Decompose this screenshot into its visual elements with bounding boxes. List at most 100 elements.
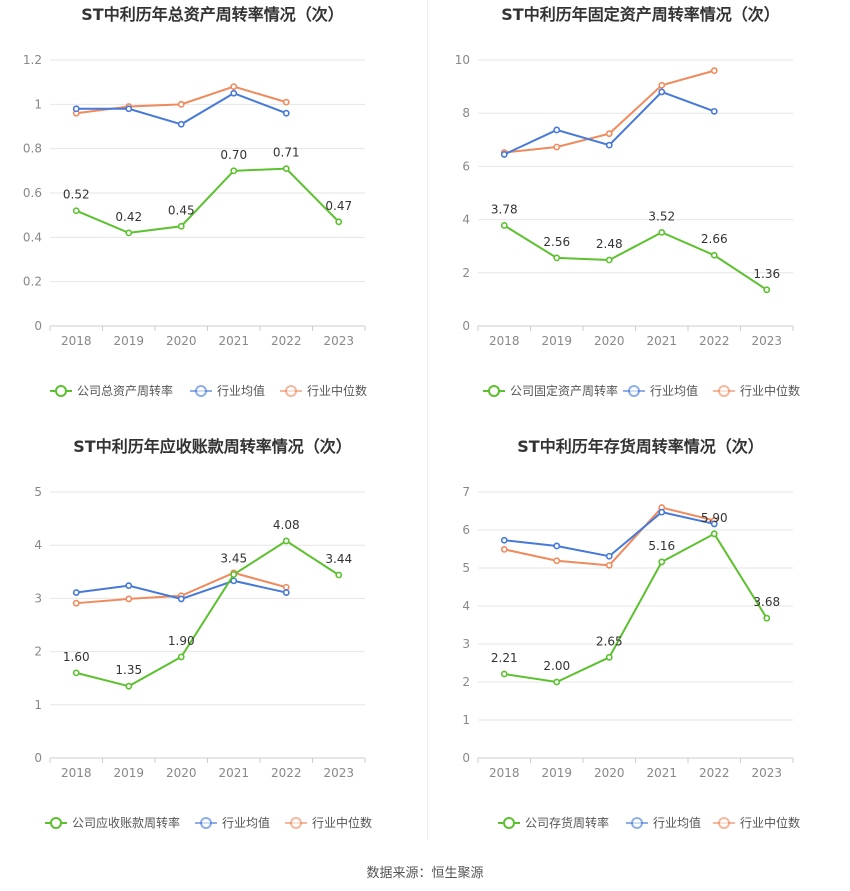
data-label: 2.00: [543, 659, 570, 673]
data-point-industry_median: [230, 83, 238, 90]
panel-divider: [427, 0, 428, 840]
data-source-note: 数据来源：恒生聚源: [366, 866, 484, 881]
y-tick-label: 5: [34, 485, 42, 499]
data-point-company: [658, 558, 666, 566]
x-tick-label: 2023: [751, 334, 782, 348]
data-point-company: [177, 653, 185, 661]
data-point-industry_avg: [658, 508, 666, 516]
data-point-company: [658, 228, 666, 236]
data-point-company: [230, 167, 238, 175]
legend-item-industry_median[interactable]: 行业中位数: [280, 383, 367, 398]
legend-label: 行业均值: [653, 815, 701, 830]
line-chart-svg: ST中利历年总资产周转率情况（次） 0 0.2 0.4 0.6 0.8 1 1.2 2018 20…: [23, 5, 367, 398]
data-point-industry_avg: [230, 577, 238, 585]
data-point-industry_avg: [282, 109, 290, 117]
legend-label: 行业均值: [650, 383, 698, 398]
chart-panel-receivables-turnover: ST中利历年应收账款周转率情况（次） 0 1 2 3 4 5 2018 2019 2020 2021…: [0, 432, 425, 862]
legend-swatch-marker: [55, 385, 67, 397]
legend-item-company[interactable]: 公司固定资产周转率: [483, 383, 618, 398]
data-point-industry_median: [553, 143, 561, 151]
data-label: 1.60: [63, 650, 90, 664]
series-line-industry_avg: [76, 92, 287, 126]
x-tick-label: 2021: [646, 766, 677, 780]
data-point-industry_avg: [710, 107, 718, 115]
data-point-industry_avg: [710, 520, 718, 528]
y-tick-label: 4: [462, 213, 470, 227]
data-point-company: [553, 254, 561, 262]
data-point-industry_median: [658, 81, 666, 89]
data-point-industry_median: [710, 67, 718, 75]
data-label: 1.35: [115, 663, 142, 677]
y-tick-label: 6: [462, 523, 470, 537]
y-tick-label: 3: [462, 637, 470, 651]
x-tick-label: 2023: [323, 766, 354, 780]
legend-label: 行业中位数: [312, 815, 372, 830]
legend-item-industry_avg[interactable]: 行业均值: [195, 815, 270, 830]
data-label: 1.90: [168, 634, 195, 648]
legend-swatch-marker: [285, 385, 297, 397]
y-tick-label: 2: [34, 645, 42, 659]
data-point-company: [500, 670, 508, 678]
line-chart-svg: ST中利历年存货周转率情况（次） 0 1 2 3 4 5 6 7 2018 2019 2020 2021…: [462, 437, 800, 830]
y-tick-label: 1.2: [23, 53, 42, 67]
data-label: 2.66: [701, 232, 728, 246]
chart-title: ST中利历年固定资产周转率情况（次）: [501, 5, 779, 24]
legend-item-company[interactable]: 公司应收账款周转率: [45, 815, 180, 830]
data-label: 2.56: [543, 235, 570, 249]
legend-label: 公司总资产周转率: [77, 383, 173, 398]
line-chart-svg: ST中利历年应收账款周转率情况（次） 0 1 2 3 4 5 2018 2019 2020 2021…: [34, 437, 372, 830]
y-tick-label: 4: [462, 599, 470, 613]
data-point-company: [335, 571, 343, 579]
y-tick-label: 0.4: [23, 230, 42, 244]
x-tick-label: 2019: [113, 766, 144, 780]
data-point-company: [553, 678, 561, 686]
x-tick-label: 2019: [113, 334, 144, 348]
legend-item-company[interactable]: 公司总资产周转率: [50, 383, 173, 398]
legend-item-industry_median[interactable]: 行业中位数: [713, 383, 800, 398]
data-point-industry_avg: [230, 89, 238, 97]
data-point-industry_median: [500, 545, 508, 553]
legend-item-industry_median[interactable]: 行业中位数: [285, 815, 372, 830]
data-point-industry_avg: [282, 589, 290, 596]
legend-swatch-marker: [718, 385, 730, 397]
data-point-company: [763, 286, 771, 294]
data-label: 5.16: [648, 539, 675, 553]
chart-title: ST中利历年应收账款周转率情况（次）: [73, 437, 351, 456]
y-tick-label: 0: [462, 319, 470, 333]
data-point-industry_avg: [72, 105, 80, 113]
x-tick-label: 2021: [218, 334, 249, 348]
data-point-company: [710, 251, 718, 259]
y-tick-label: 1: [34, 97, 42, 111]
legend-swatch-marker: [290, 817, 302, 829]
data-label: 0.45: [168, 203, 195, 217]
data-label: 3.45: [220, 551, 247, 565]
legend-item-industry_avg[interactable]: 行业均值: [623, 383, 698, 398]
series-line-company: [75, 167, 340, 234]
legend-item-industry_avg[interactable]: 行业均值: [190, 383, 265, 398]
data-point-company: [605, 653, 613, 661]
data-point-company: [282, 165, 290, 173]
data-label: 0.71: [273, 146, 300, 160]
data-point-industry_avg: [605, 552, 613, 560]
data-point-company: [335, 218, 343, 226]
data-point-industry_avg: [177, 595, 185, 603]
data-point-company: [177, 222, 185, 230]
x-tick-label: 2023: [323, 334, 354, 348]
y-tick-label: 5: [462, 561, 470, 575]
legend-swatch-marker: [631, 817, 643, 829]
data-point-industry_avg: [125, 582, 133, 590]
data-label: 5.90: [701, 511, 728, 525]
x-tick-label: 2023: [751, 766, 782, 780]
legend-item-industry_median[interactable]: 行业中位数: [713, 815, 800, 830]
line-chart-svg: ST中利历年固定资产周转率情况（次） 0 2 4 6 8 10 2018 2019 2020 202…: [455, 5, 800, 398]
data-point-industry_avg: [553, 126, 561, 134]
data-point-industry_avg: [500, 151, 508, 158]
chart-panel-total-asset-turnover: ST中利历年总资产周转率情况（次） 0 0.2 0.4 0.6 0.8 1 1.2 2018 20…: [0, 0, 425, 430]
legend-item-industry_avg[interactable]: 行业均值: [626, 815, 701, 830]
chart-title: ST中利历年总资产周转率情况（次）: [81, 5, 343, 24]
x-tick-label: 2022: [271, 766, 302, 780]
legend-item-company[interactable]: 公司存货周转率: [498, 815, 609, 830]
data-label: 2.65: [596, 634, 623, 648]
legend-swatch-marker: [488, 385, 500, 397]
y-tick-label: 0.2: [23, 275, 42, 289]
